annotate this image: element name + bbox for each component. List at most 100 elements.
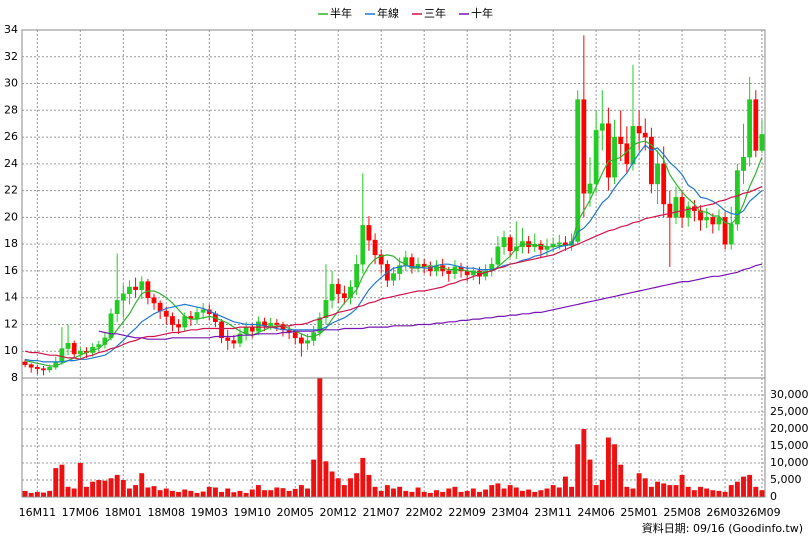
- volume-bar: [704, 488, 710, 497]
- volume-bar: [526, 489, 532, 497]
- x-tick-label: 20M05: [277, 506, 315, 519]
- candle-body: [673, 197, 679, 218]
- volume-bar: [262, 490, 268, 497]
- volume-bar: [41, 492, 46, 497]
- volume-bar: [329, 471, 335, 497]
- candle-body: [28, 364, 34, 368]
- volume-bar: [427, 492, 433, 497]
- volume-tick-label: 5,000: [770, 473, 802, 486]
- candle-body: [698, 210, 703, 221]
- footnote: 資料日期: 09/16 (Goodinfo.tw): [642, 521, 803, 535]
- volume-bar: [722, 491, 728, 497]
- candle-body: [470, 270, 476, 276]
- volume-bar: [538, 490, 544, 497]
- candle-body: [599, 123, 605, 131]
- candle-body: [298, 337, 304, 344]
- volume-bar: [667, 485, 673, 497]
- volume-tick-label: 25,000: [770, 405, 808, 418]
- volume-bar: [366, 474, 372, 497]
- volume-bar: [575, 444, 581, 497]
- candle-body: [71, 342, 77, 355]
- candle-body: [612, 136, 617, 178]
- candle-body: [452, 266, 458, 274]
- volume-bar: [90, 481, 96, 497]
- x-tick-label: 24M06: [577, 506, 615, 519]
- volume-tick-label: 0: [770, 490, 777, 503]
- candle-body: [661, 163, 667, 205]
- candle-body: [704, 217, 710, 221]
- candle-body: [747, 99, 753, 158]
- candle-body: [722, 217, 728, 245]
- volume-bar: [728, 485, 734, 497]
- candle-body: [710, 217, 716, 225]
- volume-bar: [127, 488, 132, 497]
- volume-bar: [249, 489, 255, 497]
- volume-bar: [157, 490, 163, 497]
- volume-bar: [378, 490, 384, 497]
- volume-bar: [84, 486, 89, 497]
- volume-bar: [268, 490, 274, 497]
- candle-body: [274, 322, 280, 325]
- candle-body: [397, 265, 403, 274]
- candle-body: [231, 340, 237, 344]
- volume-tick-label: 10,000: [770, 456, 808, 469]
- volume-bar: [323, 461, 329, 497]
- candle-body: [341, 293, 347, 298]
- volume-bar: [176, 491, 182, 497]
- x-tick-label: 22M02: [405, 506, 443, 519]
- x-tick-label: 22M09: [448, 506, 486, 519]
- y-tick-label: 8: [11, 371, 18, 384]
- candle-body: [249, 326, 255, 332]
- volume-bar: [169, 490, 175, 497]
- candle-body: [225, 337, 231, 341]
- volume-bar: [562, 476, 568, 497]
- volume-bar: [360, 457, 366, 497]
- candle-body: [360, 225, 366, 265]
- volume-bar: [34, 491, 40, 497]
- volume-bar: [298, 485, 304, 497]
- volume-bar: [237, 490, 243, 497]
- volume-bar: [108, 478, 114, 497]
- volume-bar: [348, 478, 353, 497]
- volume-bar: [710, 490, 716, 497]
- volume-bar: [65, 486, 71, 497]
- volume-bar: [372, 486, 378, 497]
- candle-body: [139, 281, 145, 290]
- volume-bar: [28, 492, 34, 497]
- candle-body: [372, 239, 378, 256]
- volume-bar: [243, 492, 249, 497]
- candle-body: [587, 183, 593, 194]
- volume-bar: [53, 468, 59, 497]
- legend-label: 半年: [330, 6, 352, 20]
- volume-bar: [163, 488, 169, 497]
- candle-body: [145, 281, 151, 298]
- candle-body: [335, 284, 341, 294]
- volume-bar: [636, 473, 642, 497]
- volume-bar: [22, 490, 28, 497]
- volume-tick-label: 30,000: [770, 388, 808, 401]
- x-tick-label: 19M10: [234, 506, 272, 519]
- volume-bar: [47, 490, 53, 497]
- volume-bar: [630, 488, 636, 497]
- volume-bar: [120, 480, 126, 497]
- y-tick-label: 34: [4, 23, 18, 36]
- volume-bar: [489, 485, 495, 497]
- x-tick-label: 23M11: [534, 506, 572, 519]
- candle-body: [292, 332, 298, 339]
- volume-bar: [446, 488, 452, 497]
- volume-bar: [286, 490, 292, 497]
- candle-body: [65, 342, 71, 349]
- candle-body: [741, 156, 746, 171]
- volume-bar: [747, 474, 753, 497]
- volume-bar: [280, 488, 286, 497]
- volume-bar: [225, 488, 231, 497]
- volume-bar: [77, 463, 83, 497]
- y-tick-label: 18: [4, 237, 18, 250]
- volume-bar: [194, 492, 200, 497]
- volume-bar: [612, 444, 618, 497]
- ma-line: [98, 263, 763, 340]
- candle-body: [759, 134, 765, 151]
- volume-bar: [409, 491, 415, 497]
- volume-bar: [673, 485, 679, 497]
- candle-body: [317, 317, 323, 333]
